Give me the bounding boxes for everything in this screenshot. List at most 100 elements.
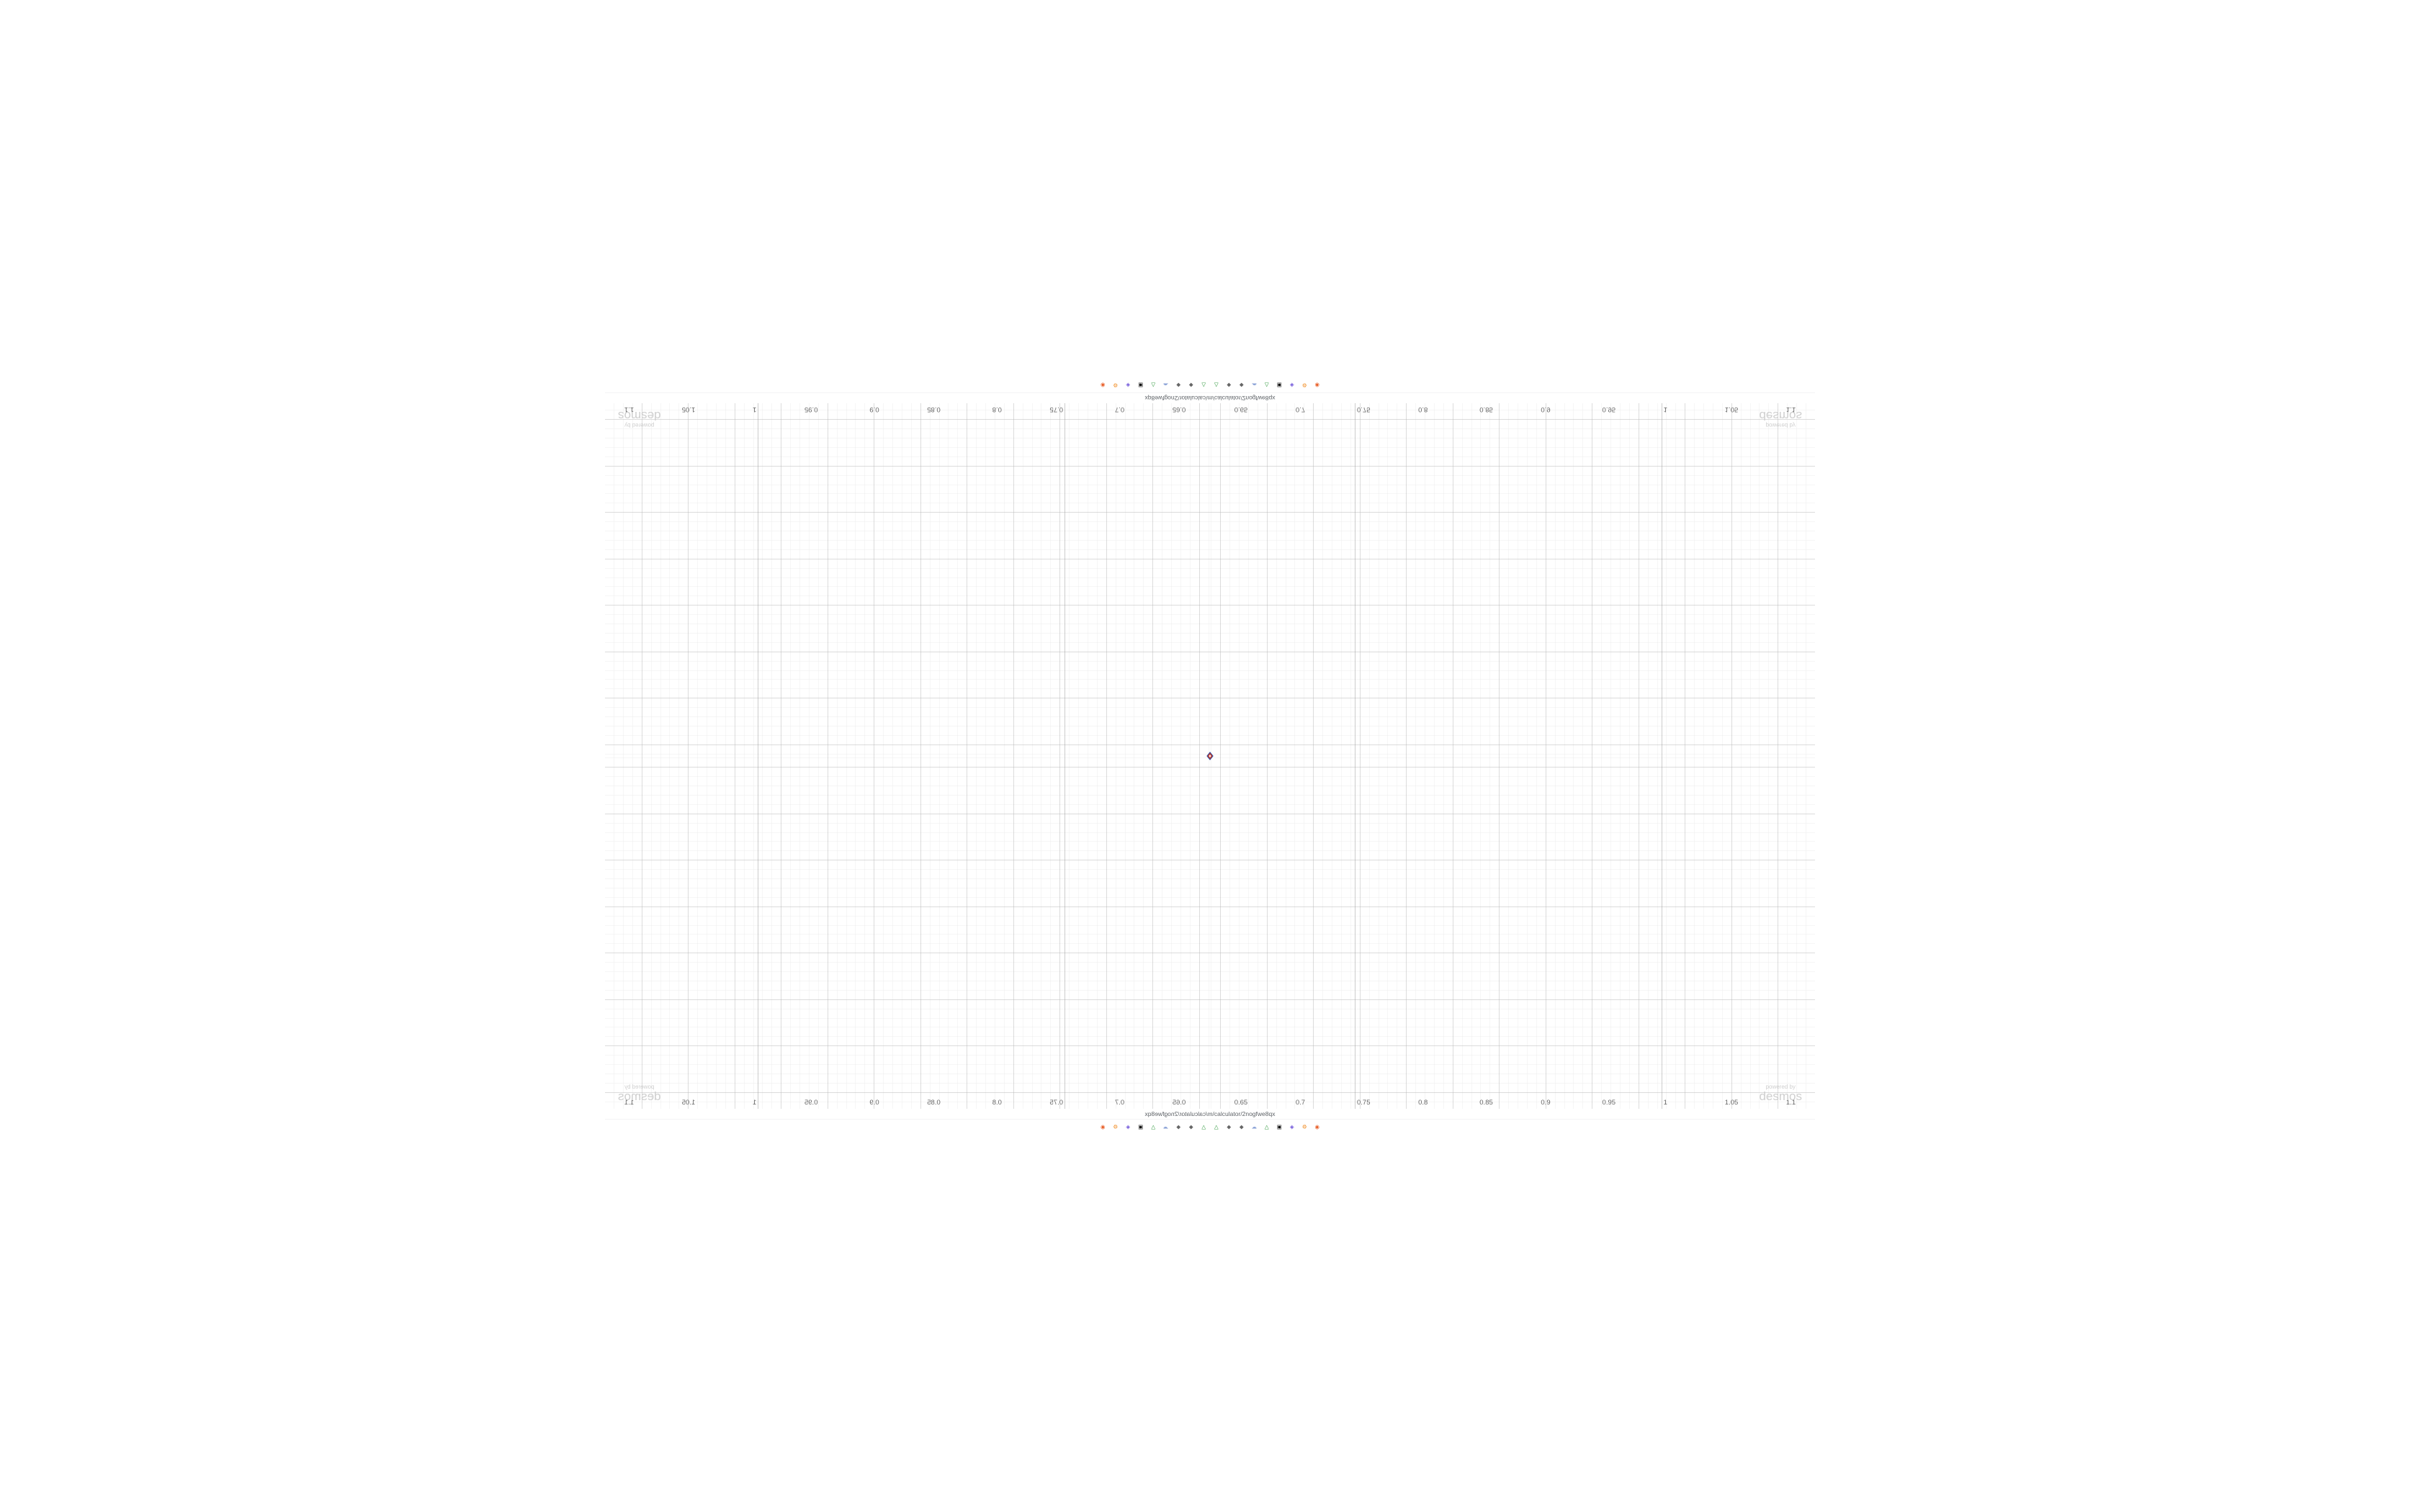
extension-icon-firefox-c[interactable]: ◉ xyxy=(1314,382,1320,389)
plot-line xyxy=(1210,403,1785,756)
x-axis-tick-label: 1.1 xyxy=(1785,1099,1796,1107)
extension-icon-trash-c[interactable]: ▣ xyxy=(1276,382,1282,389)
extension-icon-gear-orange[interactable]: ⚙ xyxy=(1301,382,1307,389)
desmos-watermark-logo: desmos xyxy=(618,1089,661,1104)
powered-by-label: powered by xyxy=(624,421,655,428)
graph-canvas[interactable]: 0.50.550.60.650.70.750.80.850.90.9511.05… xyxy=(1210,403,1815,756)
plot-line xyxy=(1210,403,1785,756)
extension-icon-shield-green[interactable]: △ xyxy=(1201,1123,1206,1130)
extension-icon-gear-orange[interactable]: ⚙ xyxy=(1113,1123,1119,1130)
powered-by-label: powered by xyxy=(1765,421,1796,428)
extension-icon-green-shield[interactable]: △ xyxy=(1264,382,1269,389)
browser-bottom-extension-bar[interactable]: ◉ G G ◉ ◆ ◆ ◉ ▣ ▣ △ ◆ ◆ ☁ △ ▣ ◈ ⚙ ◉ xyxy=(1210,1119,1815,1134)
extension-icon-mouse-d[interactable]: ◆ xyxy=(1176,382,1181,389)
desmos-watermark-logo: desmos xyxy=(1759,1089,1802,1104)
extension-icon-mouse-c[interactable]: ◆ xyxy=(1227,1123,1232,1130)
browser-window: ☀ ◉ ▤ ⚙ ⚙ ▲ ▣ ● ▤ ← ↻ ☗ https://www.desm… xyxy=(605,756,1210,1134)
extension-icon-gear-orange[interactable]: ⚙ xyxy=(1301,1123,1307,1130)
desmos-calculator-app: desmos Fabius Save Copy ▼ ☻ ❔ ◉ + ↶ ↷ ⚙ … xyxy=(1210,403,1815,756)
x-axis-tick-label: 0.8 xyxy=(1418,1099,1428,1107)
browser-status-bar: https://www.desmos.com/calculator/2nogfw… xyxy=(605,1109,1210,1120)
desmos-calculator-app: desmos Fabius Save Copy ▼ ☻ ❔ ◉ + ↶ ↷ ⚙ … xyxy=(1210,756,1815,1109)
plot-curves xyxy=(635,403,1210,756)
extension-icon-purple-drop[interactable]: ◈ xyxy=(1289,382,1294,389)
x-axis-tick-label: 1 xyxy=(1663,1099,1667,1107)
desmos-calculator-app: desmos Fabius Save Copy ▼ ☻ ❔ ◉ + ↶ ↷ ⚙ … xyxy=(605,403,1210,756)
powered-by-label: powered by xyxy=(1765,1084,1796,1091)
plot-line xyxy=(635,756,1210,1109)
plot-line xyxy=(635,403,1210,756)
x-axis-tick-label: 0.95 xyxy=(1602,1099,1616,1107)
browser-window: ☀ ◉ ▤ ⚙ ⚙ ▲ ▣ ● ▤ ← ↻ ☗ https://www.desm… xyxy=(605,378,1210,756)
extension-icon-cloud[interactable]: ☁ xyxy=(1251,382,1258,389)
powered-by-desmos-watermark: powered by desmos xyxy=(1759,409,1802,428)
extension-icon-mouse-c[interactable]: ◆ xyxy=(1188,1123,1193,1130)
extension-icon-mouse-d[interactable]: ◆ xyxy=(1176,1123,1181,1130)
extension-icon-green-shield[interactable]: △ xyxy=(1264,1123,1269,1130)
browser-bottom-extension-bar[interactable]: ◉ G G ◉ ◆ ◆ ◉ ▣ ▣ △ ◆ ◆ ☁ △ ▣ ◈ ⚙ ◉ xyxy=(605,378,1210,393)
extension-icon-mouse-c[interactable]: ◆ xyxy=(1227,382,1232,389)
plot-curves xyxy=(1210,756,1214,760)
browser-bottom-extension-bar[interactable]: ◉ G G ◉ ◆ ◆ ◉ ▣ ▣ △ ◆ ◆ ☁ △ ▣ ◈ ⚙ ◉ xyxy=(1210,378,1815,393)
extension-icon-cloud[interactable]: ☁ xyxy=(1163,1123,1169,1130)
plot-line xyxy=(635,403,1210,756)
extension-icon-green-shield[interactable]: △ xyxy=(1151,382,1156,389)
extension-icon-purple-drop[interactable]: ◈ xyxy=(1289,1123,1294,1130)
x-axis-tick-label: 0.7 xyxy=(1295,1099,1306,1107)
extension-icon-firefox-c[interactable]: ◉ xyxy=(1100,382,1106,389)
x-axis-tick-label: 0.65 xyxy=(1234,1099,1248,1107)
browser-bottom-extension-bar[interactable]: ◉ G G ◉ ◆ ◆ ◉ ▣ ▣ △ ◆ ◆ ☁ △ ▣ ◈ ⚙ ◉ xyxy=(605,1119,1210,1134)
quadrant-bottom-right[interactable]: ☀ ◉ ▤ ⚙ ⚙ ▲ ▣ ● ▤ ← ↻ ☗ https://www.desm… xyxy=(1210,756,2420,1512)
x-axis-tick-label: 0.9 xyxy=(1541,1099,1551,1107)
desmos-watermark-logo: desmos xyxy=(618,408,661,423)
extension-icon-shield-green[interactable]: △ xyxy=(1214,1123,1219,1130)
extension-icon-mouse-d[interactable]: ◆ xyxy=(1239,1123,1244,1130)
browser-status-bar: https://www.desmos.com/calculator/2nogfw… xyxy=(605,392,1210,403)
extension-icon-green-shield[interactable]: △ xyxy=(1151,1123,1156,1130)
extension-icon-purple-drop[interactable]: ◈ xyxy=(1126,382,1131,389)
axis-gridline xyxy=(1355,756,1356,1109)
extension-icon-firefox-c[interactable]: ◉ xyxy=(1100,1123,1106,1130)
extension-icon-purple-drop[interactable]: ◈ xyxy=(1126,1123,1131,1130)
powered-by-desmos-watermark: powered by desmos xyxy=(1759,1084,1802,1103)
extension-icon-shield-green[interactable]: △ xyxy=(1201,382,1206,389)
x-axis-tick-label: 1.05 xyxy=(1724,1099,1739,1107)
browser-status-bar: https://www.desmos.com/calculator/2nogfw… xyxy=(1210,392,1815,403)
plot-line xyxy=(1210,756,1213,760)
x-axis-tick-label: 0.85 xyxy=(1479,1099,1493,1107)
extension-icon-trash-c[interactable]: ▣ xyxy=(1276,1123,1282,1130)
plot-line xyxy=(635,756,1210,1109)
extension-icon-cloud[interactable]: ☁ xyxy=(1251,1123,1258,1130)
powered-by-desmos-watermark: powered by desmos xyxy=(618,409,661,428)
status-url-text: https://www.desmos.com/calculator/2nogfw… xyxy=(1210,395,1276,402)
quadrant-top-right[interactable]: ☀ ◉ ▤ ⚙ ⚙ ▲ ▣ ● ▤ ← ↻ ☗ https://www.desm… xyxy=(1210,0,2420,756)
plot-curves xyxy=(1210,403,1785,756)
graph-canvas[interactable]: 0.50.550.60.650.70.750.80.850.90.9511.05… xyxy=(605,756,1210,1109)
extension-icon-cloud[interactable]: ☁ xyxy=(1163,382,1169,389)
plot-curves xyxy=(635,756,1210,1109)
status-url-text: https://www.desmos.com/calculator/2nogfw… xyxy=(1210,1110,1276,1118)
browser-status-bar: https://www.desmos.com/calculator/2nogfw… xyxy=(1210,1109,1815,1120)
extension-icon-trash-c[interactable]: ▣ xyxy=(1138,1123,1144,1130)
status-url-text: https://www.desmos.com/calculator/2nogfw… xyxy=(1144,1110,1210,1118)
extension-icon-firefox-c[interactable]: ◉ xyxy=(1314,1123,1320,1130)
extension-icon-trash-c[interactable]: ▣ xyxy=(1138,382,1144,389)
graph-canvas[interactable]: 0.50.550.60.650.70.750.80.850.90.9511.05… xyxy=(1210,756,1815,1109)
plot-line xyxy=(1210,756,1214,760)
browser-window: ☀ ◉ ▤ ⚙ ⚙ ▲ ▣ ● ▤ ← ↻ ☗ https://www.desm… xyxy=(1210,756,1815,1134)
powered-by-desmos-watermark: powered by desmos xyxy=(618,1084,661,1104)
graph-canvas[interactable]: 0.50.550.60.650.70.750.80.850.90.9511.05… xyxy=(605,403,1210,756)
extension-icon-mouse-d[interactable]: ◆ xyxy=(1239,382,1244,389)
extension-icon-gear-orange[interactable]: ⚙ xyxy=(1113,382,1119,389)
desmos-calculator-app: desmos Fabius Save Copy ▼ ☻ ❔ ◉ + ↶ ↷ ⚙ … xyxy=(605,756,1210,1109)
grid-major xyxy=(1210,756,1815,1109)
quadrant-bottom-left[interactable]: ☀ ◉ ▤ ⚙ ⚙ ▲ ▣ ● ▤ ← ↻ ☗ https://www.desm… xyxy=(0,756,1210,1512)
quadrant-top-left[interactable]: ☀ ◉ ▤ ⚙ ⚙ ▲ ▣ ● ▤ ← ↻ ☗ https://www.desm… xyxy=(0,0,1210,756)
x-axis-tick-label: 0.75 xyxy=(1357,1099,1371,1107)
extension-icon-mouse-c[interactable]: ◆ xyxy=(1188,382,1193,389)
extension-icon-shield-green[interactable]: △ xyxy=(1214,382,1219,389)
desmos-watermark-logo: desmos xyxy=(1759,408,1802,423)
browser-window: ☀ ◉ ▤ ⚙ ⚙ ▲ ▣ ● ▤ ← ↻ ☗ https://www.desm… xyxy=(1210,378,1815,756)
status-url-text: https://www.desmos.com/calculator/2nogfw… xyxy=(1144,395,1210,402)
